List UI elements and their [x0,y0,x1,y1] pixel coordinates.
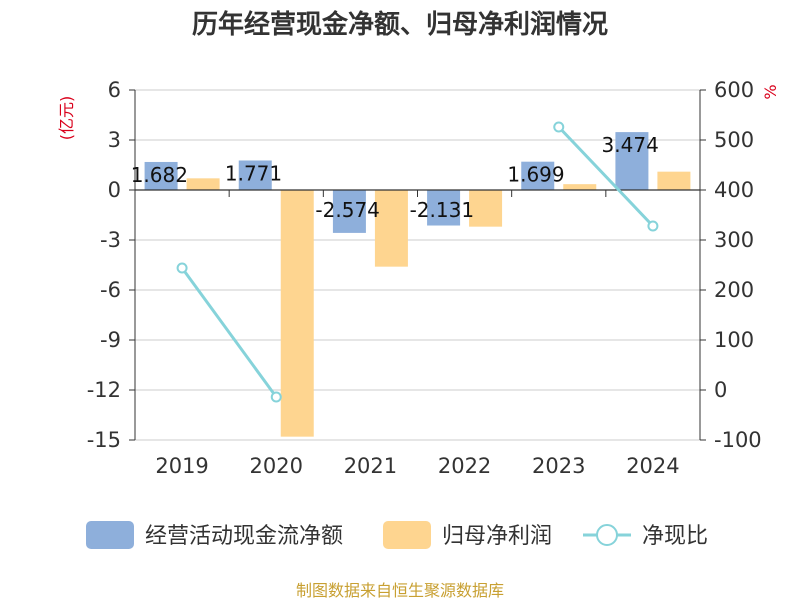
data-labels-group: 1.682 1.771 -2.574 -2.131 1.699 3.474 [131,133,659,222]
cashflow-bar [521,161,555,190]
left-axis-unit: (亿元) [57,96,76,141]
cashflow-bar [615,132,649,190]
right-tick-label: 600 [714,78,754,102]
cashflow-data-label: -2.131 [410,198,474,222]
x-tick-label: 2022 [438,454,491,478]
chart-title: 历年经营现金净额、归母净利润情况 [192,9,608,40]
legend-marker-ratio [596,524,618,546]
right-tick-label: -100 [714,428,762,452]
legend-label-ratio: 净现比 [642,524,708,549]
net-profit-bar [563,184,597,190]
cashflow-data-label: -2.574 [315,198,379,222]
bars-group [144,132,691,437]
legend-swatch-cashflow [86,521,134,549]
source-note: 制图数据来自恒生聚源数据库 [296,581,504,600]
left-tick-label: -6 [100,278,121,302]
x-tick-label: 2019 [155,454,208,478]
right-axis-unit: % [761,84,780,99]
left-tick-label: -3 [100,228,121,252]
ratio-line-segment [180,267,278,398]
legend-label-cashflow: 经营活动现金流净额 [145,524,343,549]
cashflow-bar [427,190,461,226]
cashflow-data-label: 3.474 [602,133,659,157]
ratio-point [553,121,565,133]
left-tick-label: -12 [87,378,121,402]
right-tick-label: 400 [714,178,754,202]
left-tick-label: 3 [108,128,121,152]
right-tick-label: 100 [714,328,754,352]
ratio-point [176,262,188,274]
right-tick-label: 200 [714,278,754,302]
x-tick-label: 2020 [250,454,303,478]
cashflow-data-label: 1.771 [225,161,282,185]
axes-group [129,89,706,441]
net-profit-bar [469,190,503,227]
left-tick-label: 6 [108,78,121,102]
legend-label-net-profit: 归母净利润 [442,524,552,549]
legend: 经营活动现金流净额 归母净利润 净现比 [86,521,708,549]
gridlines [135,89,700,441]
net-profit-bar [374,190,408,267]
cashflow-data-label: 1.699 [507,163,564,187]
tick-labels-group: 6 3 0 -3 -6 -9 -12 -15 600 500 400 300 200 100 0 -100 20… [87,78,762,478]
right-tick-label: 0 [714,378,727,402]
cashflow-bar [238,160,272,190]
ratio-line-group [176,121,659,403]
x-tick-label: 2024 [626,454,679,478]
x-tick-label: 2023 [532,454,585,478]
cashflow-bar [144,161,178,190]
cashflow-data-label: 1.682 [131,163,188,187]
left-tick-label: -9 [100,328,121,352]
right-tick-label: 300 [714,228,754,252]
ratio-point [270,391,282,403]
ratio-point [647,220,659,232]
cashflow-bar [332,190,366,233]
net-profit-bar [657,171,691,190]
left-tick-label: 0 [108,178,121,202]
legend-swatch-net-profit [383,521,431,549]
right-tick-label: 500 [714,128,754,152]
ratio-line-segment [557,125,655,228]
net-profit-bar [280,190,314,437]
net-profit-bar [186,178,220,190]
left-tick-label: -15 [87,428,121,452]
x-tick-label: 2021 [344,454,397,478]
